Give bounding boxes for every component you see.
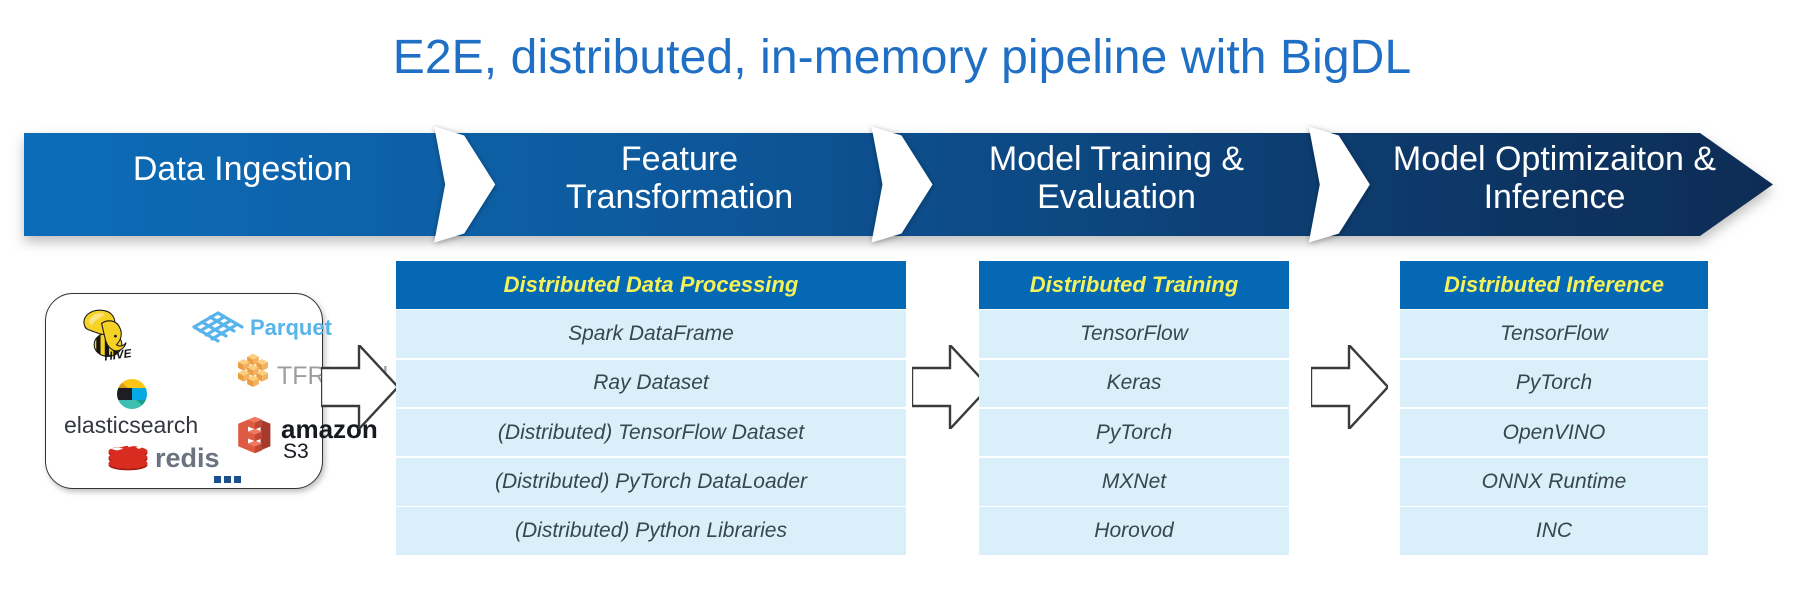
svg-text:Parquet: Parquet xyxy=(250,315,333,340)
svg-text:HIVE: HIVE xyxy=(103,347,133,364)
